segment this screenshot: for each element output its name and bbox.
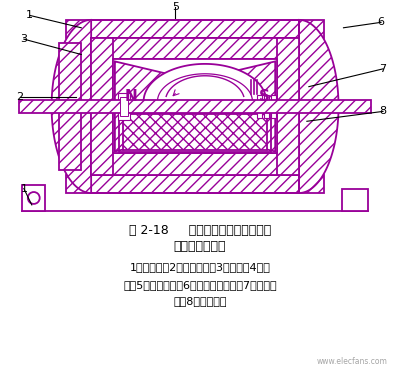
Text: 5: 5 <box>172 3 179 12</box>
Bar <box>91 38 113 175</box>
Text: 组；8－转子磁轭: 组；8－转子磁轭 <box>173 296 227 306</box>
Text: 图 2-18     爪极式无刷交流发电机的: 图 2-18 爪极式无刷交流发电机的 <box>129 224 271 237</box>
Text: 8: 8 <box>380 106 387 116</box>
Circle shape <box>28 192 40 204</box>
Bar <box>19 99 371 113</box>
Bar <box>264 94 269 118</box>
Text: 3: 3 <box>20 34 27 44</box>
Bar <box>123 114 267 150</box>
Bar <box>22 185 45 211</box>
Polygon shape <box>52 20 91 193</box>
Text: www.elecfans.com: www.elecfans.com <box>317 357 388 366</box>
Bar <box>271 94 276 118</box>
Text: 结构原理及磁路: 结构原理及磁路 <box>174 240 226 254</box>
Bar <box>91 20 299 38</box>
Text: 7: 7 <box>380 64 387 74</box>
Bar <box>113 59 277 153</box>
Polygon shape <box>200 62 275 152</box>
Bar <box>120 96 128 116</box>
Bar <box>91 38 299 59</box>
Bar <box>257 94 262 118</box>
Text: 1: 1 <box>20 184 27 194</box>
Bar <box>66 175 324 193</box>
Text: S: S <box>259 89 270 104</box>
Polygon shape <box>115 62 190 152</box>
Bar <box>342 189 368 211</box>
Bar <box>277 38 299 175</box>
Bar <box>60 43 81 170</box>
Text: 极；5－定子铁心；6－非导磁联接环；7－励场绕: 极；5－定子铁心；6－非导磁联接环；7－励场绕 <box>123 279 277 290</box>
Polygon shape <box>144 64 266 102</box>
Bar <box>91 153 299 175</box>
Text: 1: 1 <box>26 10 33 20</box>
Text: 2: 2 <box>16 92 24 102</box>
Bar <box>118 93 130 120</box>
Text: N: N <box>124 89 137 104</box>
Text: 6: 6 <box>378 17 384 27</box>
Text: 1－转子轴；2－磁轭托架；3－端盖；4－爪: 1－转子轴；2－磁轭托架；3－端盖；4－爪 <box>130 262 270 272</box>
Polygon shape <box>299 20 338 193</box>
Bar <box>119 112 271 153</box>
Bar <box>66 20 324 38</box>
